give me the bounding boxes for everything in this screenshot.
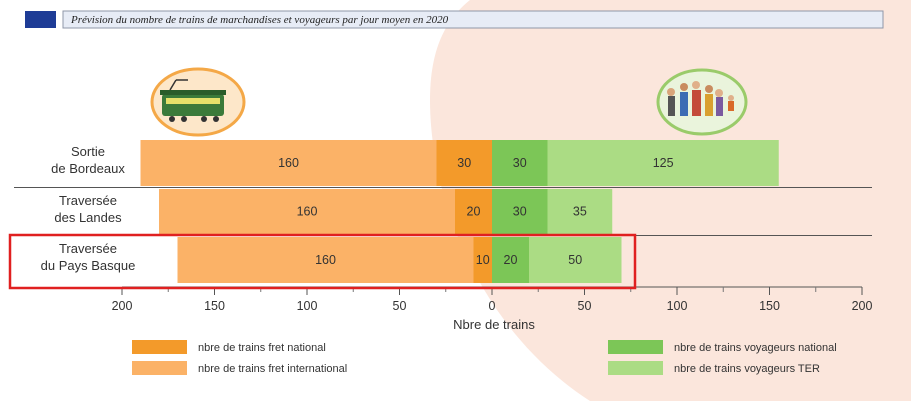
- x-tick-label: 200: [112, 299, 133, 313]
- x-tick-label: 150: [759, 299, 780, 313]
- x-tick-label: 50: [578, 299, 592, 313]
- value-label: 125: [653, 156, 674, 170]
- highlight-layer: [8, 233, 637, 290]
- chart-title: Prévision du nombre de trains de marchan…: [70, 14, 449, 26]
- freight-train-icon: [150, 67, 246, 137]
- value-label: 30: [457, 156, 471, 170]
- category-label: de Bordeaux: [51, 161, 125, 176]
- value-label: 30: [513, 156, 527, 170]
- value-label: 20: [467, 205, 481, 219]
- legend-swatch: [132, 361, 187, 375]
- bar-voyageurs-ter-row-2: [529, 237, 622, 283]
- bar-fret-international-row-2: [177, 237, 474, 283]
- value-label: 160: [278, 156, 299, 170]
- category-labels: Sortie de Bordeaux Traversée des Landes Trav…: [41, 144, 136, 273]
- legend-label: nbre de trains fret international: [198, 363, 347, 375]
- bar-voyageurs-ter-row-0: [547, 140, 779, 186]
- legend-swatch: [608, 361, 663, 375]
- category-label: des Landes: [54, 210, 122, 225]
- bar-voyageurs-national-row-0: [492, 140, 548, 186]
- bar-fret-international-row-1: [159, 189, 455, 234]
- bar-fret-international-row-0: [140, 140, 437, 186]
- passenger-side-background: [430, 0, 911, 401]
- value-label: 35: [573, 205, 587, 219]
- title-box: [62, 10, 884, 29]
- x-tick-label: 150: [204, 299, 225, 313]
- passengers-icon: [656, 68, 748, 136]
- bar-fret-national-row-1: [455, 189, 492, 234]
- bar-fret-national-row-0: [436, 140, 492, 186]
- legend-swatch: [132, 340, 187, 354]
- bar-voyageurs-national-row-2: [492, 237, 529, 283]
- legend: nbre de trains fret national nbre de trai…: [132, 340, 837, 375]
- x-tick-label: 100: [297, 299, 318, 313]
- value-label: 10: [476, 253, 490, 267]
- legend-label: nbre de trains fret national: [198, 342, 326, 354]
- legend-label: nbre de trains voyageurs TER: [674, 363, 820, 375]
- category-label: Traversée: [59, 193, 117, 208]
- bar-voyageurs-national-row-1: [492, 189, 548, 234]
- value-labels: 30 160 30 125 20 160 30 35 10 160 20 50: [278, 156, 674, 267]
- value-label: 50: [568, 253, 582, 267]
- x-tick-label: 50: [393, 299, 407, 313]
- legend-label: nbre de trains voyageurs national: [674, 342, 837, 354]
- value-label: 20: [504, 253, 518, 267]
- category-label: Traversée: [59, 241, 117, 256]
- bar-fret-national-row-2: [473, 237, 492, 283]
- category-label: du Pays Basque: [41, 258, 136, 273]
- title-badge: [25, 11, 56, 28]
- x-tick-label: 200: [852, 299, 873, 313]
- value-label: 30: [513, 205, 527, 219]
- bar-voyageurs-ter-row-1: [547, 189, 613, 234]
- highlight-box: [8, 233, 637, 290]
- bars-layer: [140, 140, 779, 283]
- value-label: 160: [297, 205, 318, 219]
- x-tick-label: 100: [667, 299, 688, 313]
- x-tick-label: 0: [489, 299, 496, 313]
- value-label: 160: [315, 253, 336, 267]
- x-axis-title: Nbre de trains: [453, 317, 535, 332]
- category-label: Sortie: [71, 144, 105, 159]
- legend-swatch: [608, 340, 663, 354]
